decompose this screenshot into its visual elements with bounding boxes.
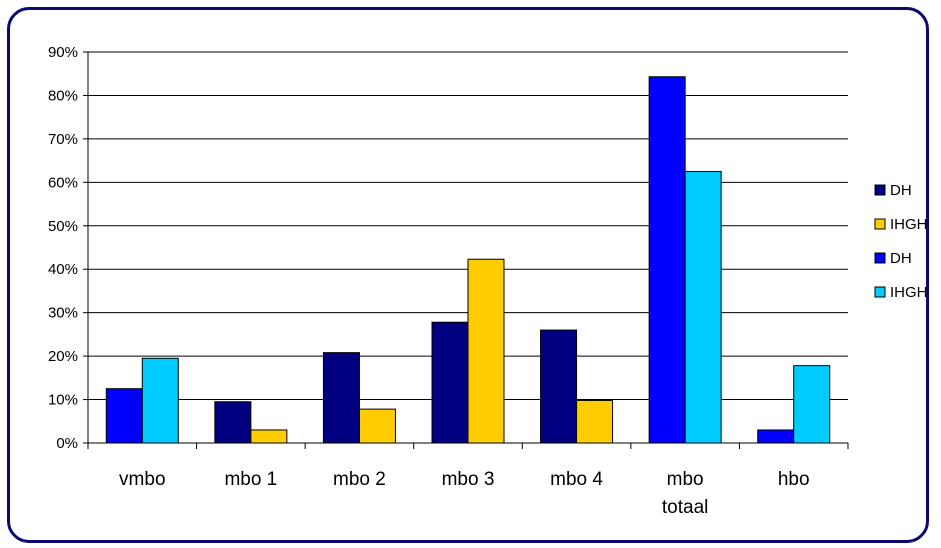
bar	[757, 429, 795, 444]
x-category-label: mbo 1	[224, 469, 277, 490]
bar	[214, 401, 252, 444]
y-tick-label: 50%	[48, 218, 78, 235]
legend-label: IHGH	[890, 216, 928, 233]
y-tick-label: 80%	[48, 87, 78, 104]
bar	[105, 388, 143, 444]
x-axis-categories: vmbo mbo 1 mbo 2 mbo 3 mbo 4 mbo totaal hbo	[119, 469, 810, 518]
legend-swatch	[874, 286, 886, 298]
y-tick-label: 40%	[48, 261, 78, 278]
y-tick-label: 60%	[48, 174, 78, 191]
legend-label: IHGH	[890, 284, 928, 301]
y-tick-label: 10%	[48, 392, 78, 409]
bar	[467, 258, 505, 444]
bar	[684, 170, 722, 444]
bar	[322, 352, 360, 444]
legend-swatch	[874, 218, 886, 230]
legend-label: DH	[890, 250, 912, 267]
chart-frame	[7, 7, 929, 543]
y-axis-ticks: 0% 10% 20% 30% 40% 50% 60% 70% 80% 90%	[48, 44, 88, 452]
bar	[431, 321, 469, 444]
bars	[105, 76, 831, 444]
bar	[648, 76, 686, 444]
y-tick-label: 20%	[48, 348, 78, 365]
y-tick-label: 0%	[56, 435, 78, 452]
x-category-label: mbo totaal	[662, 469, 708, 518]
bar	[250, 429, 288, 444]
axes	[87, 52, 849, 449]
legend: DH IHGH DH IHGH	[874, 182, 928, 301]
legend-label: DH	[890, 182, 912, 199]
bar	[358, 408, 396, 444]
y-tick-label: 30%	[48, 305, 78, 322]
bar	[793, 365, 831, 444]
bar	[540, 329, 578, 444]
y-tick-label: 70%	[48, 131, 78, 148]
x-category-label: vmbo	[119, 469, 165, 490]
x-category-label: hbo	[778, 469, 810, 490]
bar	[576, 399, 614, 444]
x-category-label: mbo 3	[442, 469, 495, 490]
x-category-label: mbo 2	[333, 469, 386, 490]
bar	[141, 357, 179, 444]
legend-swatch	[874, 184, 886, 196]
legend-swatch	[874, 252, 886, 264]
x-category-label: mbo 4	[550, 469, 603, 490]
y-tick-label: 90%	[48, 44, 78, 61]
